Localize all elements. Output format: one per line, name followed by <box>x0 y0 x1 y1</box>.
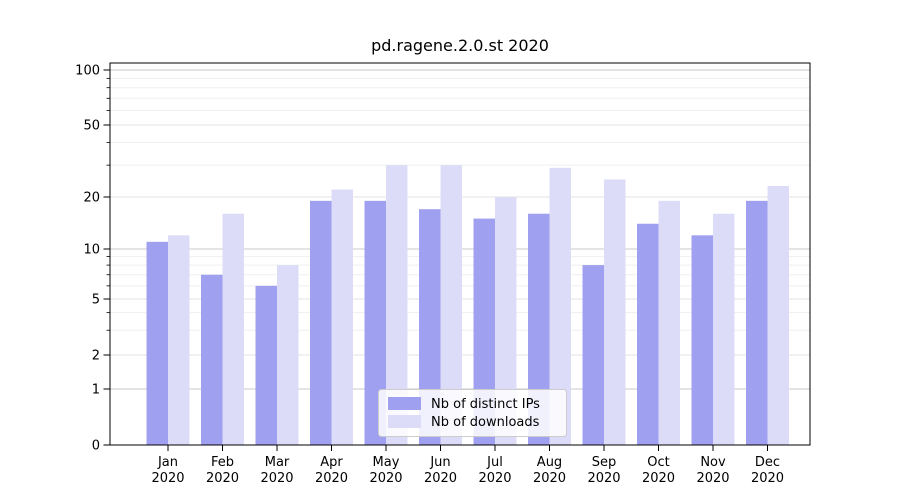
x-tick-label-month: Aug <box>537 455 562 470</box>
legend-label-downloads: Nb of downloads <box>431 415 540 430</box>
bar-downloads-oct <box>658 200 680 445</box>
bar-distinct-ips-oct <box>637 223 659 445</box>
y-tick-label: 50 <box>83 119 100 134</box>
bar-distinct-ips-aug <box>528 213 550 445</box>
bar-downloads-nov <box>713 213 735 445</box>
x-tick-label-year: 2020 <box>206 471 239 486</box>
y-tick-label: 1 <box>92 383 100 398</box>
y-tick-label: 10 <box>83 243 100 258</box>
bar-distinct-ips-jul <box>473 218 495 445</box>
y-tick-label: 5 <box>92 293 100 308</box>
x-tick-label-month: May <box>373 455 400 470</box>
x-tick-label-month: Dec <box>755 455 780 470</box>
bar-distinct-ips-feb <box>201 274 223 445</box>
bar-downloads-jun <box>440 165 462 445</box>
x-tick-label-year: 2020 <box>260 471 293 486</box>
x-tick-label-year: 2020 <box>533 471 566 486</box>
x-tick-label-month: Sep <box>592 455 617 470</box>
x-tick-label-year: 2020 <box>587 471 620 486</box>
bar-distinct-ips-sep <box>582 265 604 445</box>
x-tick-label-month: Oct <box>647 455 669 470</box>
plot-border <box>109 62 811 446</box>
bar-downloads-apr <box>331 189 353 445</box>
y-tick-label: 20 <box>83 191 100 206</box>
bar-downloads-mar <box>277 265 299 445</box>
x-tick-label-year: 2020 <box>369 471 402 486</box>
bar-downloads-dec <box>767 186 789 446</box>
axis-ticks <box>103 69 768 451</box>
bar-distinct-ips-mar <box>255 285 277 445</box>
y-tick-label: 2 <box>92 349 100 364</box>
legend-box <box>378 389 567 437</box>
x-tick-label-month: Apr <box>320 455 343 470</box>
bar-downloads-jan <box>168 235 190 445</box>
y-tick-labels: 0 1 2 5 10 20 50 100 <box>75 64 100 454</box>
x-tick-label-year: 2020 <box>751 471 784 486</box>
legend-label-distinct-ips: Nb of distinct IPs <box>431 397 540 412</box>
x-tick-label-year: 2020 <box>315 471 348 486</box>
bar-downloads-sep <box>604 179 626 446</box>
x-tick-label-year: 2020 <box>151 471 184 486</box>
x-tick-labels: Jan2020Feb2020Mar2020Apr2020May2020Jun20… <box>151 455 784 486</box>
y-tick-label: 0 <box>92 439 100 454</box>
legend-swatch-distinct-ips <box>388 397 421 410</box>
x-tick-label-month: Jan <box>157 455 178 470</box>
x-tick-label-month: Mar <box>265 455 290 470</box>
legend: Nb of distinct IPs Nb of downloads <box>378 389 567 437</box>
bar-distinct-ips-dec <box>746 200 768 445</box>
x-tick-label-month: Jul <box>486 455 503 470</box>
bar-distinct-ips-jun <box>419 209 441 445</box>
bar-downloads-jul <box>495 197 517 445</box>
bar-distinct-ips-jan <box>146 241 168 445</box>
bar-downloads-may <box>386 165 408 445</box>
chart-title: pd.ragene.2.0.st 2020 <box>371 36 549 55</box>
bar-distinct-ips-nov <box>691 235 713 445</box>
y-tick-label: 100 <box>75 64 100 79</box>
x-tick-label-month: Nov <box>700 455 726 470</box>
x-tick-label-month: Jun <box>429 455 450 470</box>
x-tick-label-year: 2020 <box>478 471 511 486</box>
x-tick-label-year: 2020 <box>642 471 675 486</box>
bar-downloads-aug <box>549 167 571 445</box>
bar-downloads-feb <box>222 213 244 445</box>
legend-swatch-downloads <box>388 415 421 428</box>
bar-distinct-ips-apr <box>310 200 332 445</box>
x-tick-label-year: 2020 <box>696 471 729 486</box>
x-tick-label-month: Feb <box>211 455 234 470</box>
bar-distinct-ips-may <box>364 200 386 445</box>
bars <box>146 165 789 446</box>
x-tick-label-year: 2020 <box>424 471 457 486</box>
